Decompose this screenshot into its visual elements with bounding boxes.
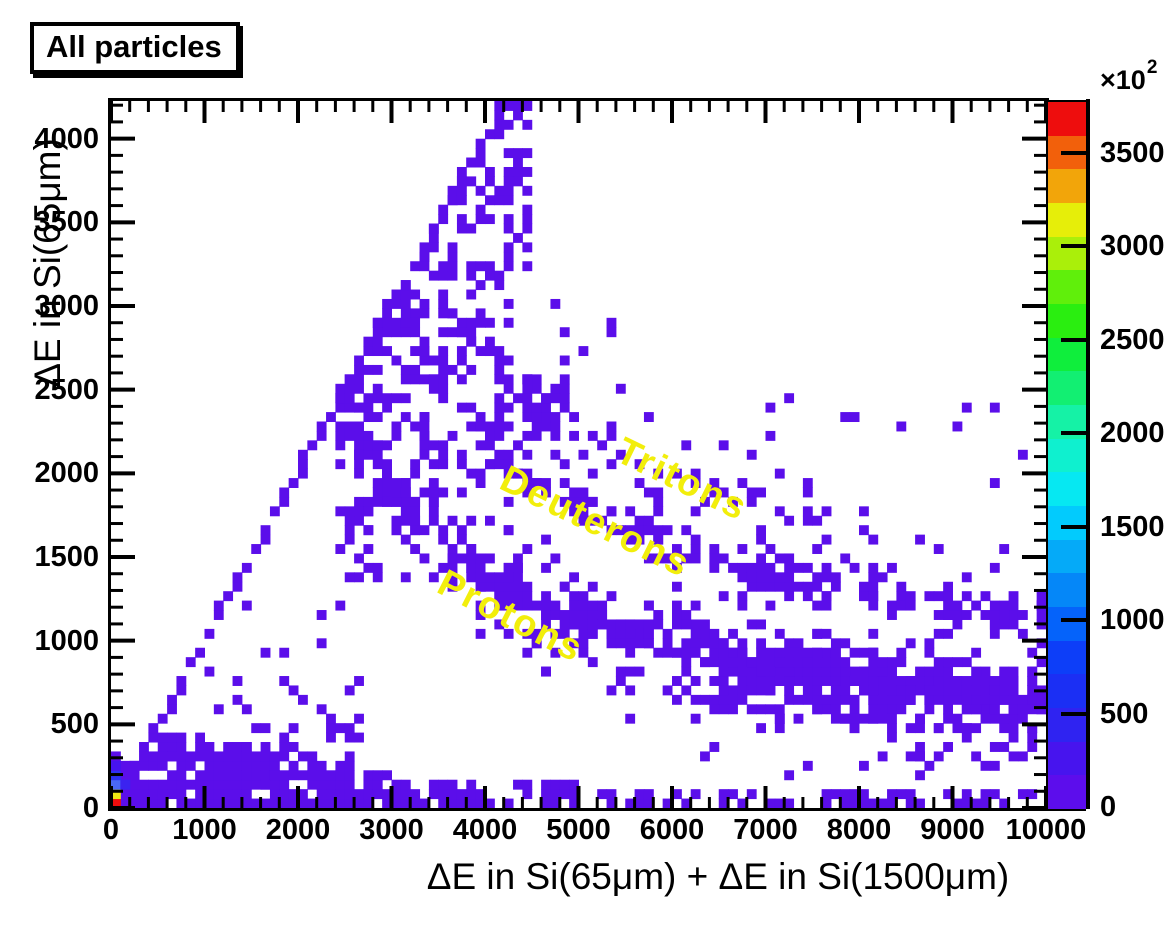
y-tick-label: 4000 [34,122,99,155]
z-tick-label: 3500 [1100,136,1164,169]
palette-segment [1048,168,1086,203]
y-tick-label: 3500 [34,206,99,239]
palette-segment [1048,606,1086,641]
x-tick-label: 9000 [920,814,985,846]
palette-tick [1061,150,1087,155]
x-tick-label: 7000 [733,814,798,846]
palette-segment [1048,101,1086,136]
palette-axis-line [1086,99,1090,809]
z-tick-label: 1500 [1100,510,1164,543]
color-palette-bar [1048,100,1086,811]
plot-title: All particles [46,29,222,64]
x-axis-title: ΔE in Si(65μm) + ΔE in Si(1500μm) [426,856,1010,897]
palette-tick [1061,711,1087,716]
title-box: All particles [30,22,240,74]
z-tick-label: 1000 [1100,604,1164,637]
palette-segment [1048,370,1086,405]
palette-segment [1048,774,1086,809]
palette-segment [1048,269,1086,304]
palette-segment [1048,202,1086,237]
palette-segment [1048,741,1086,776]
y-tick-label: 2500 [34,373,99,406]
x-tick-label: 8000 [826,814,892,846]
palette-segment [1048,303,1086,338]
palette-tick [1061,337,1087,342]
z-tick-label: 2000 [1100,417,1164,450]
z-multiplier-exponent: 2 [1146,57,1158,78]
y-axis-title: ΔE in Si(65μm) [27,138,68,388]
z-tick-label: 2500 [1100,323,1164,356]
palette-tick [1061,618,1087,623]
x-tick-label: 0 [102,814,120,846]
palette-segment [1048,640,1086,675]
z-tick-label: 0 [1100,791,1117,823]
palette-segment [1048,505,1086,540]
x-tick-label: 4000 [452,814,518,846]
palette-tick [1061,524,1087,529]
palette-segment [1048,673,1086,708]
y-tick-label: 2000 [34,457,99,490]
z-tick-label: 3000 [1100,230,1164,263]
palette-tick [1061,431,1087,436]
palette-segment [1048,236,1086,271]
y-tick-label: 1000 [34,624,99,657]
palette-segment [1048,572,1086,607]
y-tick-label: 500 [50,708,99,741]
x-tick-label: 6000 [639,814,705,846]
palette-segment [1048,471,1086,506]
z-tick-label: 500 [1100,697,1149,730]
x-tick-label: 5000 [546,814,611,846]
palette-segment [1048,337,1086,372]
x-tick-label: 2000 [265,814,331,846]
y-tick-label: 0 [82,792,99,824]
x-tick-label: 1000 [172,814,237,846]
palette-tick [1061,244,1087,249]
z-axis-multiplier: ×102 [1100,57,1158,95]
x-tick-label: 10000 [1005,814,1087,846]
palette-segment [1048,438,1086,473]
x-tick-label: 3000 [359,814,424,846]
y-tick-label: 3000 [34,289,99,322]
histogram-bins-canvas [111,101,1046,808]
y-tick-label: 1500 [34,540,99,573]
palette-segment [1048,539,1086,574]
